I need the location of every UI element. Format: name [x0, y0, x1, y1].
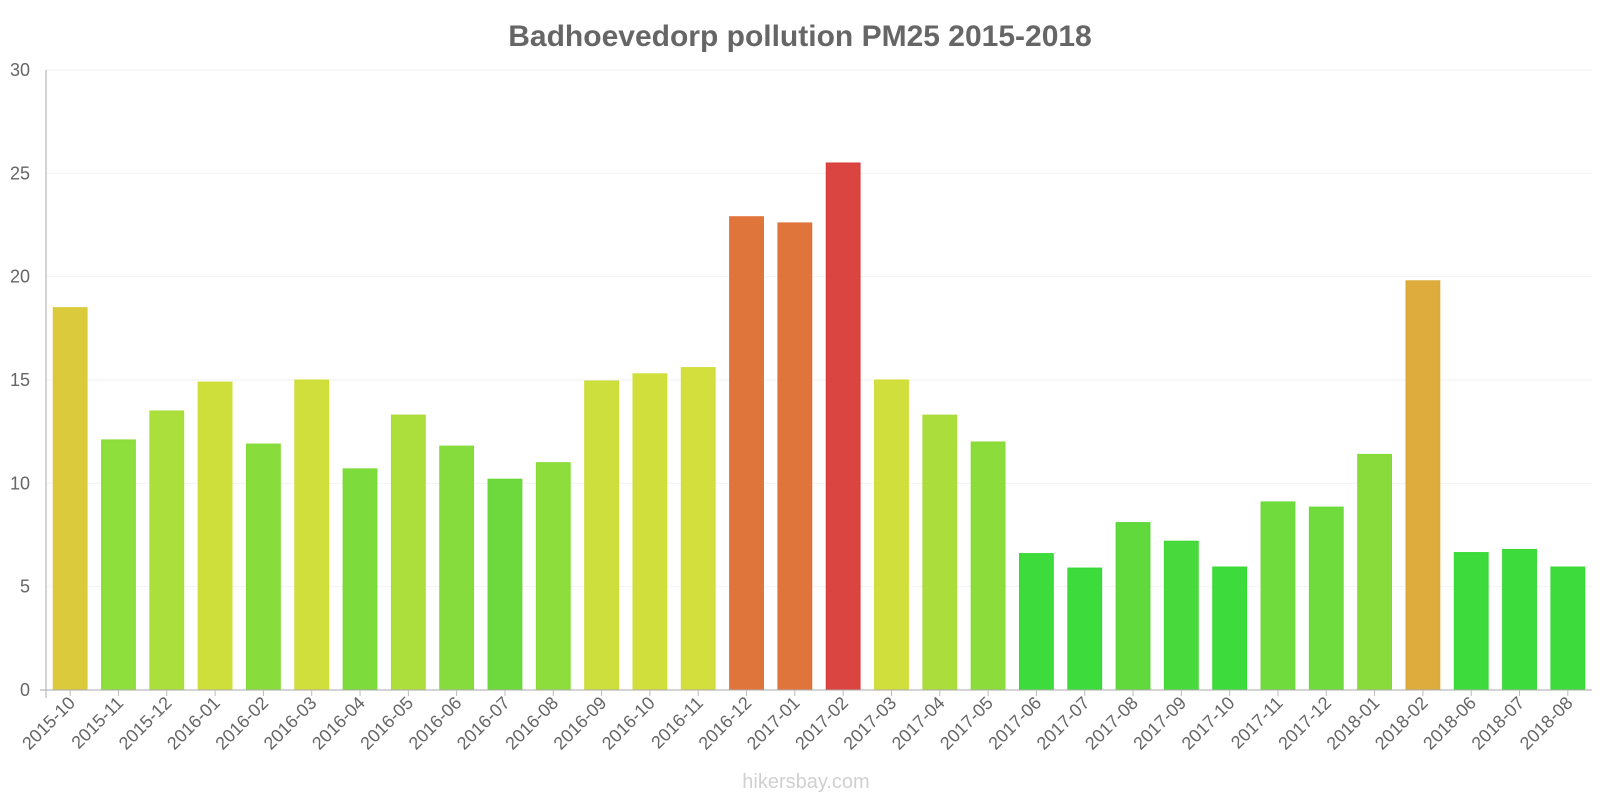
x-axis-ticks: 2015-102015-112015-122016-012016-022016-… [18, 690, 1577, 754]
bar-2016-12[interactable] [729, 216, 764, 691]
bar-2017-04[interactable] [922, 414, 958, 691]
x-tick-label: 2016-01 [163, 693, 224, 754]
bar-2017-09[interactable] [1163, 540, 1199, 691]
x-tick-label: 2016-10 [598, 693, 659, 754]
x-tick-label: 2016-12 [695, 693, 756, 754]
bar-2016-04[interactable] [342, 468, 378, 691]
x-tick-label: 2018-01 [1323, 693, 1384, 754]
x-tick-label: 2017-07 [1033, 693, 1094, 754]
y-tick-label: 10 [10, 473, 30, 493]
bar-2017-06[interactable] [1019, 553, 1054, 691]
bar-2017-01[interactable] [777, 222, 813, 691]
bar-2018-06[interactable] [1453, 552, 1489, 691]
axes [40, 70, 1592, 698]
bars [52, 162, 1586, 691]
x-tick-label: 2017-10 [1178, 693, 1239, 754]
y-tick-label: 0 [20, 680, 30, 700]
bar-2016-02[interactable] [246, 443, 281, 691]
y-tick-label: 5 [20, 577, 30, 597]
bar-2015-12[interactable] [149, 410, 185, 691]
x-tick-label: 2016-06 [405, 693, 466, 754]
bar-2017-03[interactable] [874, 379, 909, 691]
watermark: hikersbay.com [742, 771, 869, 793]
x-tick-label: 2018-02 [1371, 693, 1432, 754]
x-tick-label: 2018-07 [1468, 693, 1529, 754]
x-tick-label: 2017-12 [1274, 693, 1335, 754]
x-tick-label: 2018-06 [1419, 693, 1480, 754]
x-tick-label: 2016-05 [356, 693, 417, 754]
bar-2017-05[interactable] [970, 441, 1006, 691]
chart-title: Badhoevedorp pollution PM25 2015-2018 [508, 20, 1092, 53]
bar-2017-10[interactable] [1212, 566, 1248, 691]
bar-2018-01[interactable] [1357, 453, 1393, 691]
bar-2017-11[interactable] [1260, 501, 1296, 691]
bar-2016-11[interactable] [680, 367, 716, 691]
x-tick-label: 2016-04 [308, 693, 369, 754]
y-tick-label: 20 [10, 267, 30, 287]
bar-2018-08[interactable] [1550, 566, 1586, 691]
x-tick-label: 2016-07 [453, 693, 514, 754]
x-tick-label: 2016-09 [550, 693, 611, 754]
bar-2018-02[interactable] [1405, 280, 1441, 691]
x-tick-label: 2017-04 [888, 693, 949, 754]
bar-2017-02[interactable] [825, 162, 861, 691]
x-tick-label: 2016-02 [211, 693, 272, 754]
x-tick-label: 2015-12 [115, 693, 176, 754]
x-tick-label: 2017-06 [984, 693, 1045, 754]
bar-2015-11[interactable] [101, 439, 136, 691]
y-tick-label: 25 [10, 163, 30, 183]
x-tick-label: 2015-10 [18, 693, 79, 754]
bar-2016-10[interactable] [632, 373, 668, 691]
bar-2016-09[interactable] [584, 380, 619, 691]
y-axis-ticks: 0 5 10 15 20 25 30 [10, 60, 30, 700]
y-tick-label: 30 [10, 60, 30, 80]
x-tick-label: 2018-08 [1516, 693, 1577, 754]
x-tick-label: 2017-09 [1129, 693, 1190, 754]
x-tick-label: 2017-01 [743, 693, 804, 754]
bar-2016-01[interactable] [197, 381, 233, 691]
y-tick-label: 15 [10, 370, 30, 390]
x-tick-label: 2017-05 [936, 693, 997, 754]
x-tick-label: 2016-08 [501, 693, 562, 754]
bar-2017-08[interactable] [1115, 522, 1151, 691]
bar-2015-10[interactable] [52, 307, 88, 691]
bar-2016-06[interactable] [439, 445, 475, 691]
bar-2016-07[interactable] [487, 478, 523, 691]
x-tick-label: 2017-02 [791, 693, 852, 754]
bar-2018-07[interactable] [1502, 548, 1537, 691]
bar-2016-05[interactable] [390, 414, 426, 691]
bar-2017-12[interactable] [1308, 506, 1344, 691]
bar-2016-08[interactable] [535, 462, 571, 691]
bar-2016-03[interactable] [294, 379, 330, 691]
x-tick-label: 2016-03 [260, 693, 321, 754]
x-tick-label: 2017-08 [1081, 693, 1142, 754]
x-tick-label: 2017-03 [839, 693, 900, 754]
bar-2017-07[interactable] [1067, 567, 1103, 691]
